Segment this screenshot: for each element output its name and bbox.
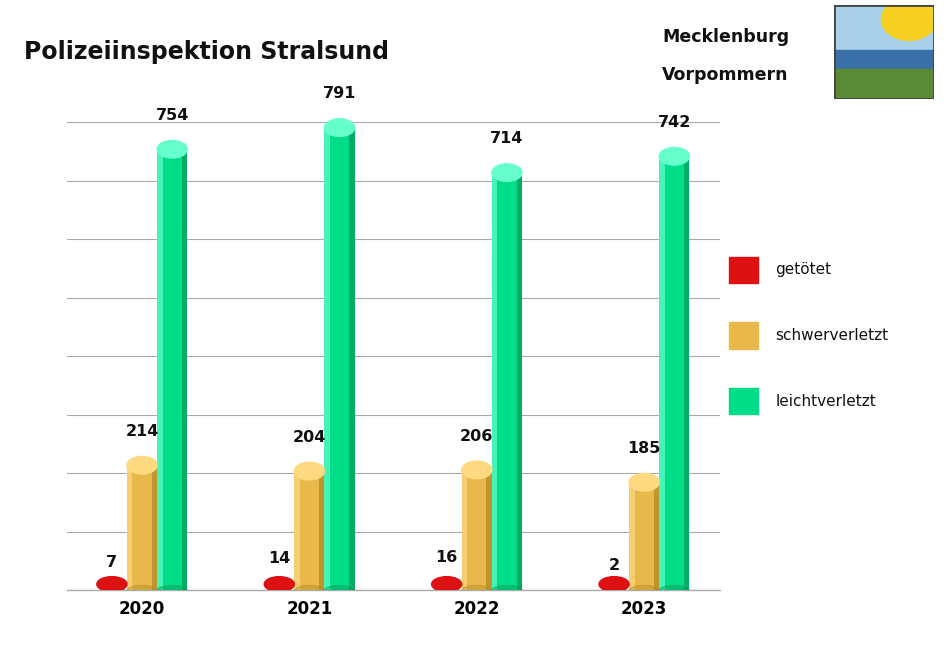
Text: leichtverletzt: leichtverletzt [774, 394, 875, 409]
Ellipse shape [294, 462, 324, 480]
Bar [728, 322, 758, 349]
Ellipse shape [462, 585, 491, 596]
Ellipse shape [615, 578, 623, 590]
Ellipse shape [628, 474, 659, 491]
Bar [833, 50, 933, 70]
Bar [182, 149, 187, 590]
Text: 714: 714 [489, 132, 523, 146]
Bar [462, 470, 466, 590]
Text: Mecklenburg: Mecklenburg [662, 28, 788, 46]
Text: 206: 206 [460, 429, 493, 444]
Ellipse shape [324, 585, 354, 596]
Bar [491, 172, 497, 590]
Ellipse shape [491, 585, 522, 596]
Bar [324, 127, 329, 590]
Ellipse shape [431, 576, 462, 592]
Bar [653, 482, 659, 590]
Text: schwerverletzt: schwerverletzt [774, 328, 887, 343]
Ellipse shape [659, 148, 688, 165]
Bar [462, 470, 491, 590]
Text: Polizeiinspektion Stralsund: Polizeiinspektion Stralsund [24, 40, 388, 64]
Text: getötet: getötet [774, 262, 830, 277]
Bar [833, 5, 933, 52]
Ellipse shape [881, 0, 936, 40]
Bar [728, 256, 758, 283]
Bar [324, 127, 354, 590]
Text: 754: 754 [155, 108, 188, 123]
Bar [491, 172, 522, 590]
Ellipse shape [127, 585, 157, 596]
Bar [684, 156, 688, 590]
Text: 16: 16 [435, 550, 457, 565]
Bar [157, 149, 187, 590]
Text: 214: 214 [126, 424, 159, 439]
Text: 2: 2 [608, 558, 619, 573]
Ellipse shape [628, 585, 659, 596]
Bar [486, 470, 491, 590]
Ellipse shape [294, 585, 324, 596]
Bar [516, 172, 522, 590]
Bar [157, 149, 163, 590]
Ellipse shape [281, 578, 288, 590]
Ellipse shape [659, 585, 688, 596]
Bar [294, 471, 300, 590]
Bar [127, 465, 157, 590]
Ellipse shape [599, 576, 628, 592]
Bar [628, 482, 659, 590]
Ellipse shape [447, 578, 455, 590]
Text: 791: 791 [323, 87, 356, 101]
Ellipse shape [491, 164, 522, 181]
Text: 204: 204 [292, 430, 326, 445]
Bar [728, 388, 758, 415]
Bar [659, 156, 664, 590]
Bar [127, 465, 132, 590]
Ellipse shape [264, 576, 294, 592]
Ellipse shape [462, 461, 491, 478]
Ellipse shape [324, 119, 354, 136]
Ellipse shape [113, 578, 121, 590]
Ellipse shape [97, 576, 127, 592]
Text: 7: 7 [107, 555, 117, 570]
Bar [151, 465, 157, 590]
Text: 742: 742 [657, 115, 690, 130]
Ellipse shape [157, 140, 187, 158]
Ellipse shape [127, 456, 157, 474]
Bar [319, 471, 324, 590]
Bar [294, 471, 324, 590]
Text: 185: 185 [626, 441, 660, 456]
Bar [659, 156, 688, 590]
Text: Vorpommern: Vorpommern [662, 66, 788, 84]
Ellipse shape [157, 585, 187, 596]
Bar [628, 482, 634, 590]
Bar [833, 69, 933, 99]
Bar [348, 127, 354, 590]
Text: 14: 14 [268, 551, 290, 566]
